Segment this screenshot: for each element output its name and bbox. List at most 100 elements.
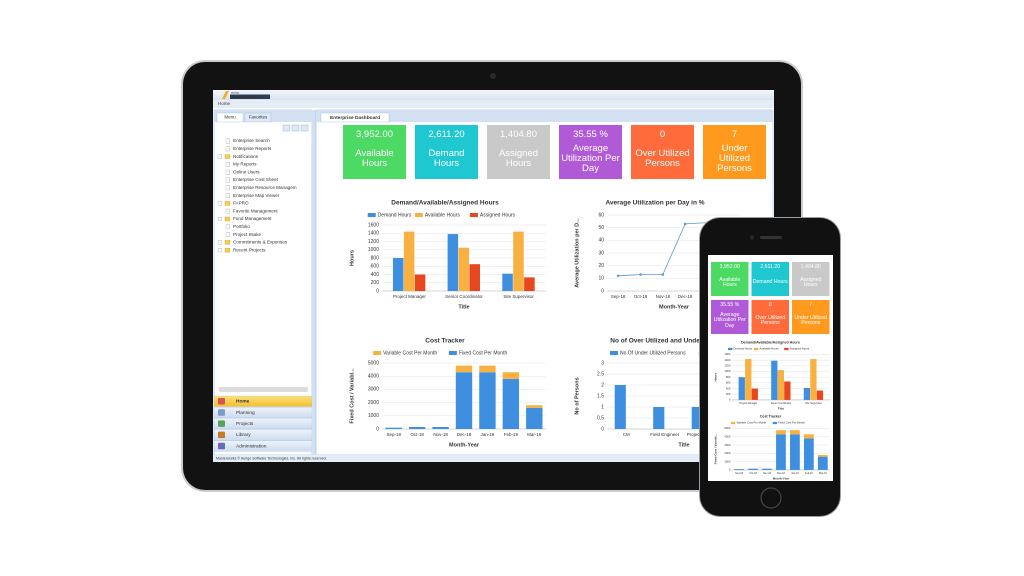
legend-swatch [414,213,423,217]
kpi-tile [711,262,749,296]
kpi-label: Over Utilized Persons [755,314,786,327]
menu-item[interactable]: Notifications [233,154,259,159]
toolbar-button[interactable] [291,124,300,132]
menu-item[interactable]: Project Intake [233,232,262,237]
menu-item[interactable]: Enterprise Search [233,138,270,143]
y-tick-label: 1000 [724,459,731,463]
y-tick-label: 60 [598,212,604,218]
nav-label[interactable]: Home [236,399,250,405]
bar-segment [526,407,543,429]
y-tick-label: 0 [601,426,604,432]
kpi-value: 35.55 % [573,128,608,140]
scrollbar [219,387,308,392]
nav-item[interactable] [213,407,313,418]
chart-title: Cost Tracker [425,338,465,345]
x-tick-label: Nov-18 [433,432,448,437]
main-tab-label[interactable]: Enterprise Dashboard [330,115,380,121]
kpi-label: Assigned Hours [498,148,539,170]
chart-title: Demand/Available/Assigned Hours [741,340,800,344]
bar [738,377,745,400]
menu-item[interactable]: Enterprise Cost Sheet [233,177,279,182]
breadcrumb[interactable]: Home [218,101,231,106]
legend-label: Demand Hours [378,212,412,218]
menu-item[interactable]: Favorite Management [233,208,278,213]
bar-segment [790,434,800,470]
legend-swatch [610,351,618,355]
panel-tab[interactable] [244,112,272,123]
y-tick-label: 3000 [724,443,731,447]
y-tick-label: 0.5 [597,415,604,421]
panel-tab[interactable] [216,112,244,123]
menu-item[interactable]: Recent Projects [233,247,266,252]
folder-icon [224,201,231,206]
y-tick-label: 1.5 [597,393,604,399]
menu-item[interactable]: FAPRO [233,201,249,206]
nav-item[interactable] [213,429,313,441]
main-tab[interactable] [320,112,390,123]
page-icon [225,169,230,175]
x-tick-label: Oct-18 [410,432,424,437]
kpi: 7 Under Utilized Persons [792,300,830,334]
kpi: 35.55 % Average Utilization Per Day [711,300,749,334]
toolbar-button[interactable] [300,124,309,132]
kpi-content: 7 Under Utilized Persons [717,129,752,174]
menu-item[interactable]: Enterprise Map Viewer [233,193,280,198]
menu-item[interactable]: Enterprise Reports [233,146,272,151]
kpi: 0 Over Utilized Persons [631,125,694,179]
y-tick-label: 2000 [724,451,731,455]
expand-box [217,240,222,245]
x-axis-title: Month-Year [449,442,480,448]
chart-title: Cost Tracker [760,414,782,418]
nav-label[interactable]: Administration [236,443,267,449]
legend-swatch [772,421,778,425]
panel-tab-label[interactable]: Menu [224,115,236,120]
bar-segment [455,372,473,429]
legend-label: Available Hours [425,212,460,218]
logo-bg [230,94,270,99]
y-tick-label: 40 [598,238,604,244]
kpi-content: 3,952.00 Available Hours [719,264,740,288]
chart-title: Average Utilization per Day in % [605,200,704,207]
x-tick-label: Mar-19 [819,472,827,475]
nav-label[interactable]: Library [236,432,251,438]
kpi-content: 7 Under Utilized Persons [792,300,830,334]
nav-label[interactable]: Projects [236,421,254,427]
chart: Cost Tracker Variable Cost Per Month Fixed… [713,414,830,480]
bar [771,360,778,400]
menu-item[interactable]: Enterprise Resource Managem [233,185,297,190]
kpi-tile [711,300,749,334]
kpi-label: Under Utilized Persons [794,314,828,327]
point [639,273,642,276]
y-tick-label: 1 [601,404,604,410]
nav-label[interactable]: Planning [236,410,255,416]
bar-segment [762,468,772,470]
nav-item[interactable] [213,418,313,430]
page-icon [225,193,230,198]
bar-segment [803,434,814,439]
footer: Masterworks © Aurigo Software Technologi… [216,456,327,460]
x-tick-label: Jan-19 [481,432,495,437]
y-tick-label: 400 [371,272,380,278]
breadcrumb-bar [213,100,774,108]
menu-item[interactable]: Fund Management [233,216,272,221]
kpi: 3,952.00 Available Hours [343,125,406,179]
panel-tab-label[interactable]: Favorites [249,115,268,120]
menu-item[interactable]: Online Users [233,169,260,174]
menu-item[interactable]: My Reports [233,162,257,167]
menu-item[interactable]: Portfolio [233,224,250,229]
kpi-tile [415,125,478,179]
kpi-value: 3,952.00 [356,128,393,140]
y-tick-label: 0 [601,288,604,294]
kpi: 0 Over Utilized Persons [752,300,790,334]
nav-item[interactable] [213,395,313,407]
x-tick-label: Dec-18 [457,432,472,437]
y-tick-label: 1400 [724,358,731,362]
toolbar-button[interactable] [282,124,291,132]
home-button[interactable] [760,487,782,509]
chart: Demand/Available/Assigned Hours Demand Ho… [349,200,546,310]
menu-item[interactable]: Commitments & Expenses [233,240,288,245]
x-tick-label: Field Engineer [650,432,680,437]
